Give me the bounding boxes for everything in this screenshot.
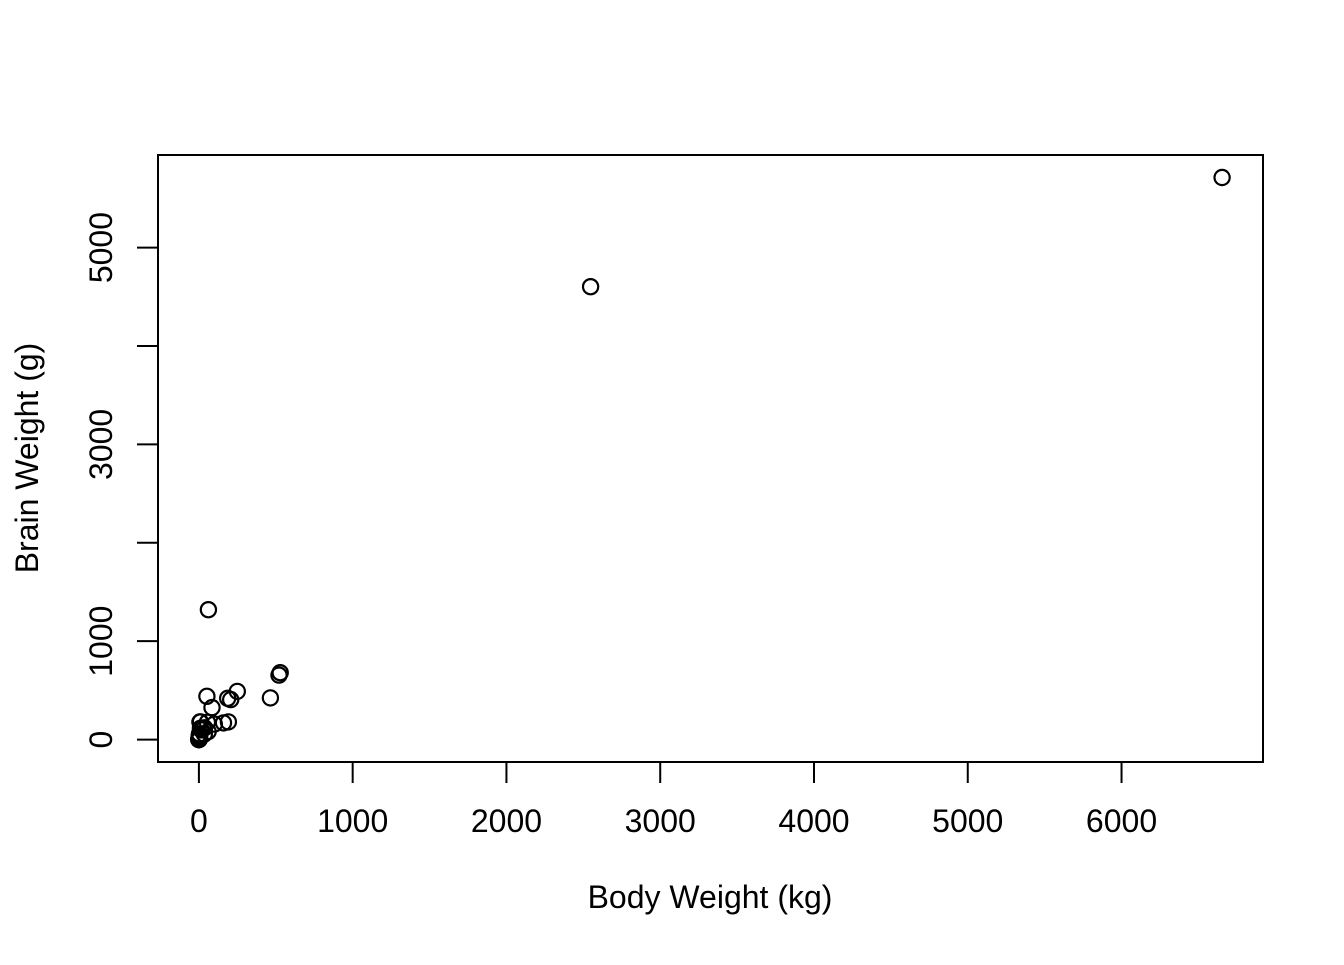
data-point — [271, 664, 289, 682]
data-point — [198, 687, 216, 706]
data-point — [199, 601, 218, 619]
data-point — [190, 725, 209, 744]
data-point — [214, 714, 233, 732]
x-axis: 0 1000 2000 3000 4000 5000 6000 — [190, 762, 1157, 839]
x-tick-label: 3000 — [625, 803, 696, 839]
data-point — [581, 278, 600, 296]
y-axis-title: Brain Weight (g) — [9, 343, 45, 574]
data-point — [261, 689, 280, 707]
x-tick-label: 5000 — [932, 803, 1003, 839]
x-tick-label: 1000 — [317, 803, 388, 839]
x-tick-label: 0 — [190, 803, 208, 839]
x-tick-label: 2000 — [471, 803, 542, 839]
data-points — [190, 168, 1231, 749]
plot-box — [157, 154, 1264, 763]
y-tick-label: 3000 — [83, 409, 119, 480]
data-point — [1213, 168, 1231, 187]
y-axis: 0 1000 3000 5000 — [83, 212, 158, 748]
y-tick-label: 1000 — [83, 606, 119, 677]
x-axis-title: Body Weight (kg) — [588, 879, 833, 915]
y-tick-label: 0 — [83, 731, 119, 749]
x-tick-label: 4000 — [778, 803, 849, 839]
data-point — [228, 682, 246, 701]
x-tick-label: 6000 — [1086, 803, 1157, 839]
y-tick-label: 5000 — [83, 212, 119, 283]
